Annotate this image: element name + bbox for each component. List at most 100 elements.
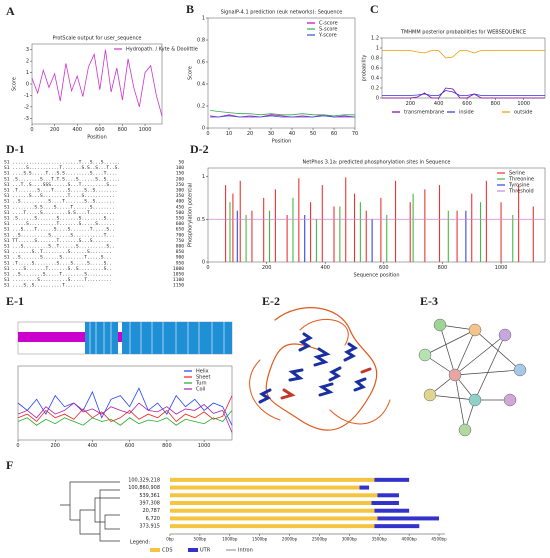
y-tick-label: 1 — [202, 174, 205, 180]
legend-label: Threshold — [508, 189, 534, 195]
protein-structure — [249, 307, 391, 431]
series-line — [17, 402, 233, 433]
x-tick-label: 4000bp — [401, 537, 417, 542]
alignment-row: S1 .S......S.......S.......S........S... — [4, 216, 115, 222]
alignment-row: S1 .T.......S....T.....S.....S..S.......… — [4, 188, 117, 194]
y-tick-label: 3 — [26, 47, 29, 53]
y-tick-label: -2 — [24, 104, 29, 110]
x-tick-label: 800 — [491, 101, 501, 107]
panel-letter: D-1 — [6, 142, 25, 156]
y-tick-label: 0.4 — [371, 76, 379, 82]
alignment-row: S1 ....T.....S.........S.S....T......... — [4, 210, 115, 216]
y-tick-label: 0.8 — [197, 38, 205, 44]
alignment-row: S1 TT......S.......T.......S...S....... — [4, 238, 112, 244]
x-tick-label: 1000 — [198, 443, 211, 449]
legend-label: Threonine — [508, 177, 534, 183]
x-tick-label: 50 — [310, 131, 316, 137]
phylogenetic-tree — [60, 481, 120, 542]
chart-title: TMHMM posterior probabilities for WEBSEQ… — [400, 30, 526, 36]
y-tick-label: 0 — [202, 126, 205, 132]
category-label: 397,308 — [139, 501, 160, 507]
x-tick-label: 1000 — [139, 127, 152, 133]
legend-label: inside — [459, 110, 474, 116]
y-axis-label: Phosphorylation potential — [188, 183, 194, 247]
gene-segment — [170, 516, 378, 521]
structure-track — [17, 321, 233, 355]
panel-letter: E-3 — [420, 294, 438, 308]
panel-letter: B — [186, 2, 194, 16]
x-tick-label: 40 — [289, 131, 295, 137]
alignment-row: S1 ......S...S.........T....S........... — [4, 193, 115, 199]
alignment-position: 650 — [176, 227, 185, 233]
legend-label: transmembrane — [404, 110, 444, 116]
legend-label: S-score — [319, 27, 337, 33]
alignment-row: S1 ..S........S.....T........S......... — [4, 272, 112, 278]
alignment-position: 250 — [176, 182, 185, 188]
x-tick-label: 0 — [206, 265, 209, 271]
alignment-row: S1 ....S.S.....T...S.S.........S....T...… — [4, 171, 117, 177]
x-tick-label: 2500bp — [312, 537, 328, 542]
alignment-row: S1 .T.....S........S....S.....S.....S.. — [4, 260, 112, 266]
x-tick-label: 3000bp — [342, 537, 358, 542]
category-label: 100,329,218 — [128, 477, 160, 483]
x-tick-label: 20 — [247, 131, 253, 137]
gene-segment — [170, 524, 375, 529]
x-tick-label: 400 — [434, 101, 444, 107]
gene-segment — [170, 493, 378, 498]
legend-label: Serine — [509, 171, 525, 177]
y-tick-label: 1 — [202, 16, 205, 22]
y-tick-label: 0.2 — [371, 86, 379, 92]
x-tick-label: 200 — [406, 101, 416, 107]
y-tick-label: 0.5 — [197, 217, 205, 223]
alignment-position: 750 — [176, 238, 185, 244]
alignment-position: 100 — [176, 165, 185, 171]
gene-segment — [371, 501, 399, 505]
alignment-position: 50 — [178, 160, 184, 166]
chart-title: ProtScale output for user_sequence — [53, 36, 142, 42]
gene-segment — [377, 493, 399, 498]
x-tick-label: 1000bp — [222, 537, 238, 542]
series-line — [382, 90, 545, 96]
chart-title: NetPhos 3.1a: predicted phosphorylation … — [303, 160, 451, 166]
legend-label: Helix — [196, 369, 209, 375]
gene-segment — [374, 524, 420, 529]
x-tick-label: 200 — [50, 127, 60, 133]
network-nodes — [418, 318, 527, 437]
alignment-position: 450 — [176, 204, 185, 210]
y-axis-label: Score — [188, 66, 194, 80]
series-line — [382, 87, 545, 99]
y-tick-label: 2 — [26, 59, 29, 65]
y-tick-label: 0 — [202, 260, 205, 266]
panel-letter: A — [6, 4, 15, 18]
series-line — [31, 49, 163, 117]
panel-letter: E-1 — [6, 294, 24, 308]
legend-label: Turn — [195, 381, 207, 387]
series-line — [382, 50, 545, 59]
gene-segment — [377, 516, 440, 521]
x-tick-label: 400 — [72, 127, 82, 133]
alignment-position: 700 — [176, 232, 185, 238]
y-axis-label: Score — [12, 77, 18, 91]
track-stripes — [89, 322, 225, 354]
plot-frame — [31, 43, 163, 125]
alignment-position: 300 — [176, 188, 185, 194]
gene-segment — [170, 508, 375, 513]
alignment-position: 400 — [176, 199, 185, 205]
x-tick-label: 0bp — [166, 537, 174, 542]
alignment-row: S1 .....S..........T.......S.....S...... — [4, 221, 115, 227]
category-label: 100,860,908 — [128, 485, 160, 491]
y-tick-label: 1 — [26, 70, 29, 76]
x-tick-label: 800 — [438, 265, 448, 271]
x-tick-label: 600 — [95, 127, 105, 133]
gene-segment — [170, 477, 375, 482]
category-label: 539,361 — [139, 493, 160, 499]
legend-label: outside — [514, 110, 532, 116]
x-tick-label: 3500bp — [372, 537, 388, 542]
alignment-row: S1 ...S....T......S....S.......T.....S.. — [4, 227, 115, 233]
y-tick-label: 0.8 — [371, 56, 379, 62]
alignment-position: 150 — [176, 171, 185, 177]
series-line — [17, 410, 233, 426]
x-tick-label: 2000bp — [282, 537, 298, 542]
